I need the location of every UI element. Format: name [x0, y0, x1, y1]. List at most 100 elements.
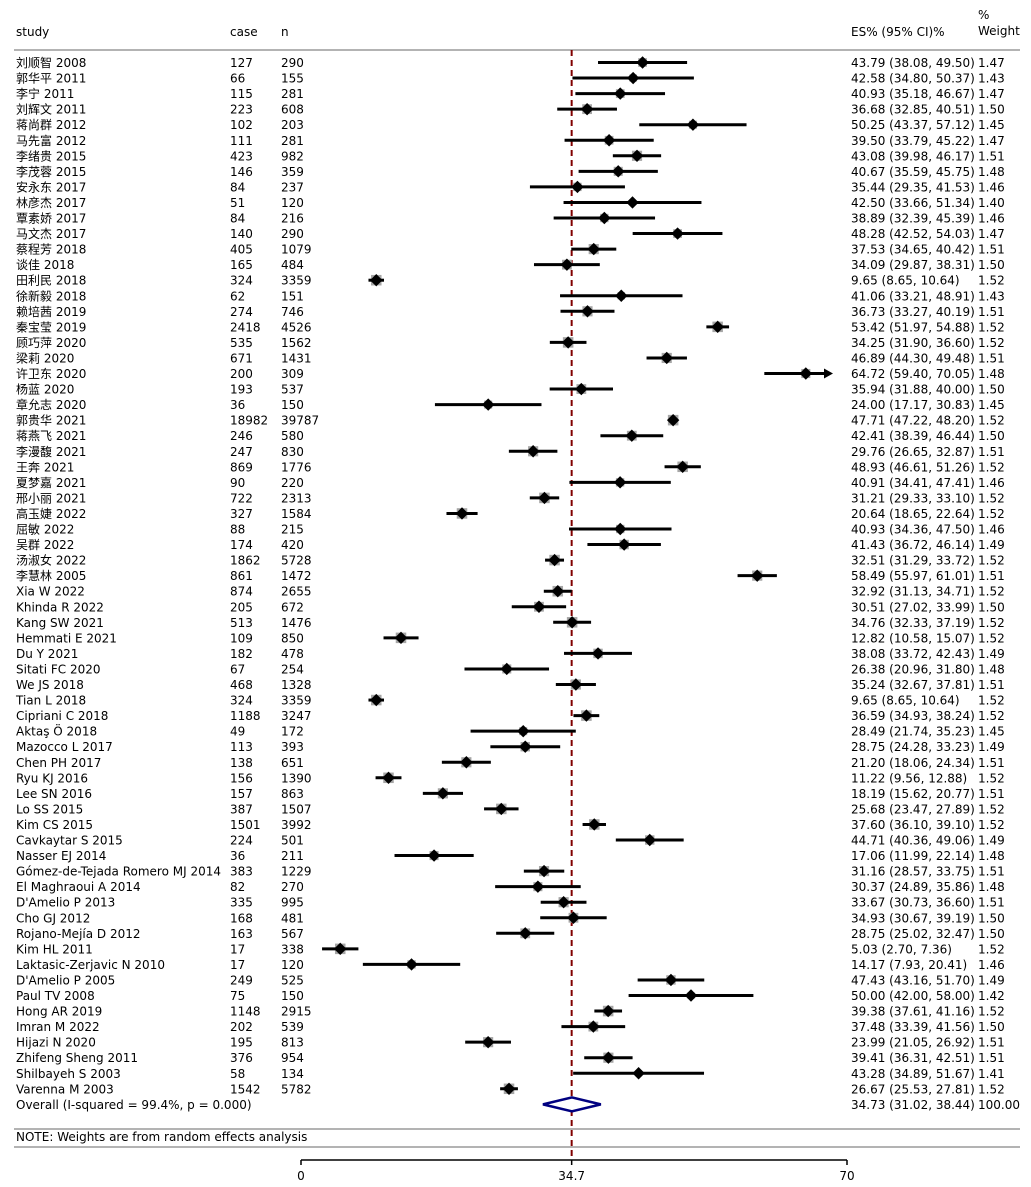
study-row: We JS 2018 468 1328 35.24 (32.67, 37.81) 1.5…	[16, 678, 1005, 692]
weight-value: 1.52	[978, 771, 1005, 785]
n-value: 120	[281, 196, 304, 210]
n-value: 2313	[281, 491, 312, 505]
point-estimate-marker	[636, 56, 649, 69]
n-value: 672	[281, 600, 304, 614]
es-ci-value: 53.42 (51.97, 54.88)	[851, 320, 975, 334]
point-estimate-marker	[587, 1020, 600, 1033]
weight-value: 1.51	[978, 445, 1005, 459]
study-row: D'Amelio P 2005 249 525 47.43 (43.16, 51.70…	[16, 973, 1005, 987]
study-label: Varenna M 2003	[16, 1082, 114, 1096]
study-row: 郭贵华 2021 18982 39787 47.71 (47.22, 48.20) 1.…	[16, 414, 1005, 428]
study-label: 赖培茜 2019	[16, 304, 86, 319]
study-label: Tian L 2018	[15, 694, 86, 708]
study-row: 李茂蓉 2015 146 359 40.67 (35.59, 45.75) 1.48	[16, 164, 1005, 179]
case-value: 82	[230, 880, 245, 894]
case-value: 874	[230, 585, 253, 599]
es-ci-value: 9.65 (8.65, 10.64)	[851, 274, 960, 288]
study-label: 夏梦嘉 2021	[16, 476, 86, 490]
es-ci-value: 50.25 (43.37, 57.12)	[851, 118, 975, 132]
es-ci-value: 32.51 (31.29, 33.72)	[851, 554, 975, 568]
case-value: 66	[230, 72, 245, 86]
overall-label: Overall (I-squared = 99.4%, p = 0.000)	[16, 1098, 252, 1112]
case-value: 174	[230, 538, 253, 552]
weight-value: 1.50	[978, 429, 1005, 443]
point-estimate-marker	[711, 320, 724, 334]
case-value: 387	[230, 802, 253, 816]
n-value: 393	[281, 740, 304, 754]
point-estimate-marker	[460, 756, 473, 769]
es-ci-value: 18.19 (15.62, 20.77)	[851, 787, 975, 801]
study-label: 刘辉文 2011	[16, 102, 86, 117]
study-row: Kim CS 2015 1501 3992 37.60 (36.10, 39.10) 1…	[16, 818, 1005, 832]
study-label: Laktasic-Zerjavic N 2010	[16, 958, 165, 972]
point-estimate-marker	[532, 600, 546, 613]
study-row: Khinda R 2022 205 672 30.51 (27.02, 33.99) 1…	[16, 600, 1005, 614]
n-value: 982	[281, 149, 304, 163]
weight-value: 1.52	[978, 1082, 1005, 1096]
study-row: Chen PH 2017 138 651 21.20 (18.06, 24.34) 1.…	[16, 756, 1005, 770]
study-row: 梁莉 2020 671 1431 46.89 (44.30, 49.48) 1.51	[16, 350, 1005, 365]
study-row: 蔡程芳 2018 405 1079 37.53 (34.65, 40.42) 1.51	[16, 242, 1005, 257]
point-estimate-marker	[526, 445, 540, 458]
weight-value: 1.52	[978, 320, 1005, 334]
weight-value: 1.52	[978, 554, 1005, 568]
n-value: 237	[281, 180, 304, 194]
point-estimate-marker	[500, 662, 513, 676]
study-label: Xia W 2022	[16, 585, 85, 599]
case-value: 138	[230, 756, 253, 770]
es-ci-value: 40.91 (34.41, 47.41)	[851, 476, 975, 490]
n-value: 134	[281, 1067, 304, 1081]
point-estimate-marker	[370, 693, 383, 707]
case-value: 376	[230, 1051, 253, 1065]
n-value: 150	[281, 989, 304, 1003]
weight-value: 1.50	[978, 383, 1005, 397]
es-ci-value: 48.28 (42.52, 54.03)	[851, 227, 975, 241]
es-ci-value: 58.49 (55.97, 61.01)	[851, 569, 975, 583]
case-value: 62	[230, 289, 245, 303]
point-estimate-marker	[557, 896, 570, 909]
study-row: Nasser EJ 2014 36 211 17.06 (11.99, 22.14) 1…	[16, 849, 1005, 863]
es-ci-value: 38.08 (33.72, 42.43)	[851, 647, 975, 661]
case-value: 405	[230, 243, 253, 257]
es-ci-value: 47.43 (43.16, 51.70)	[851, 973, 975, 987]
point-estimate-marker	[580, 102, 594, 116]
header-weight-line1: %	[978, 8, 989, 22]
case-value: 36	[230, 398, 245, 412]
point-estimate-marker	[613, 476, 627, 489]
case-value: 168	[230, 911, 253, 925]
weight-value: 1.51	[978, 351, 1005, 365]
point-estimate-marker	[617, 538, 631, 551]
n-value: 1562	[281, 336, 312, 350]
weight-value: 1.47	[978, 56, 1005, 70]
case-value: 202	[230, 1020, 253, 1034]
n-value: 1472	[281, 569, 312, 583]
n-value: 537	[281, 383, 304, 397]
point-estimate-marker	[598, 211, 611, 225]
study-row: 顾巧萍 2020 535 1562 34.25 (31.90, 36.60) 1.52	[16, 336, 1005, 350]
n-value: 567	[281, 927, 304, 941]
weight-value: 1.45	[978, 398, 1005, 412]
point-estimate-marker	[643, 833, 656, 847]
n-value: 3247	[281, 709, 312, 723]
case-value: 249	[230, 973, 253, 987]
study-row: Shilbayeh S 2003 58 134 43.28 (34.89, 51.67…	[16, 1067, 1005, 1081]
point-estimate-marker	[455, 507, 469, 520]
study-row: Cipriani C 2018 1188 3247 36.59 (34.93, 38.…	[16, 709, 1005, 723]
case-value: 1188	[230, 709, 261, 723]
case-value: 88	[230, 523, 245, 537]
point-estimate-marker	[671, 227, 684, 240]
es-ci-value: 28.49 (21.74, 35.23)	[851, 725, 975, 739]
study-row: Du Y 2021 182 478 38.08 (33.72, 42.43) 1.49	[16, 647, 1005, 661]
study-row: 秦宝莹 2019 2418 4526 53.42 (51.97, 54.88) 1.52	[16, 320, 1005, 334]
weight-value: 1.52	[978, 336, 1005, 350]
es-ci-value: 34.25 (31.90, 36.60)	[851, 336, 975, 350]
n-value: 1776	[281, 460, 312, 474]
study-label: Shilbayeh S 2003	[16, 1067, 121, 1081]
study-label: 徐新毅 2018	[16, 288, 86, 303]
es-ci-value: 12.82 (10.58, 15.07)	[851, 631, 975, 645]
study-label: Gómez-de-Tejada Romero MJ 2014	[16, 865, 221, 879]
case-value: 182	[230, 647, 253, 661]
n-value: 863	[281, 787, 304, 801]
study-row: 章允志 2020 36 150 24.00 (17.17, 30.83) 1.45	[16, 397, 1005, 412]
study-row: 郭华平 2011 66 155 42.58 (34.80, 50.37) 1.43	[16, 72, 1005, 86]
